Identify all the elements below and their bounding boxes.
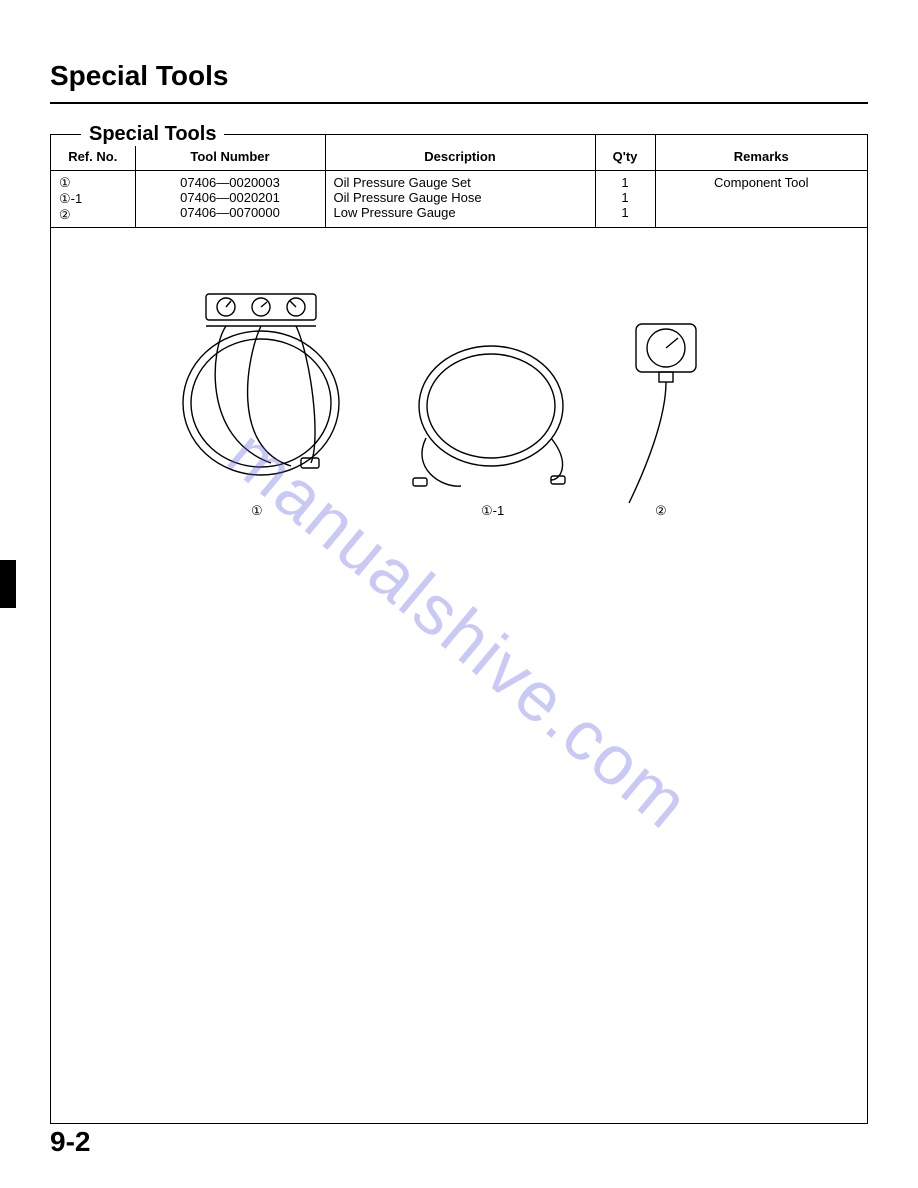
- illustrations-area: ① ①-1 ②: [51, 288, 867, 548]
- tool-0: 07406—0020003: [144, 175, 317, 190]
- cell-rem: Component Tool: [655, 171, 867, 228]
- cell-tool: 07406—0020003 07406—0020201 07406—007000…: [135, 171, 325, 228]
- ref-0: ①: [59, 175, 127, 191]
- page-number: 9-2: [50, 1126, 90, 1158]
- col-qty: Q'ty: [595, 135, 655, 171]
- ill-label-3: ②: [655, 503, 667, 519]
- tool-2: 07406—0070000: [144, 205, 317, 220]
- illustration-gauge-set: [161, 288, 361, 498]
- ref-1: ①-1: [59, 191, 127, 207]
- desc-2: Low Pressure Gauge: [334, 205, 587, 220]
- tool-1: 07406—0020201: [144, 190, 317, 205]
- qty-2: 1: [604, 205, 647, 220]
- box-legend: Special Tools: [81, 123, 224, 146]
- cell-qty: 1 1 1: [595, 171, 655, 228]
- title-rule: [50, 102, 868, 104]
- cell-desc: Oil Pressure Gauge Set Oil Pressure Gaug…: [325, 171, 595, 228]
- illustration-low-pressure-gauge: [611, 318, 721, 508]
- tools-table: Ref. No. Tool Number Description Q'ty Re…: [51, 135, 867, 228]
- qty-1: 1: [604, 190, 647, 205]
- ill-label-1: ①: [251, 503, 263, 519]
- table-row: ① ①-1 ② 07406—0020003 07406—0020201 0740…: [51, 171, 867, 228]
- rem-1: Component Tool: [664, 175, 860, 190]
- cell-ref: ① ①-1 ②: [51, 171, 135, 228]
- special-tools-box: Special Tools Ref. No. Tool Number Descr…: [50, 134, 868, 1124]
- desc-1: Oil Pressure Gauge Hose: [334, 190, 587, 205]
- ref-2: ②: [59, 207, 127, 223]
- qty-0: 1: [604, 175, 647, 190]
- col-desc: Description: [325, 135, 595, 171]
- page-title: Special Tools: [50, 60, 868, 92]
- illustration-gauge-hose: [401, 328, 581, 498]
- page-side-tab: [0, 560, 16, 608]
- col-rem: Remarks: [655, 135, 867, 171]
- desc-0: Oil Pressure Gauge Set: [334, 175, 587, 190]
- ill-label-2: ①-1: [481, 503, 504, 519]
